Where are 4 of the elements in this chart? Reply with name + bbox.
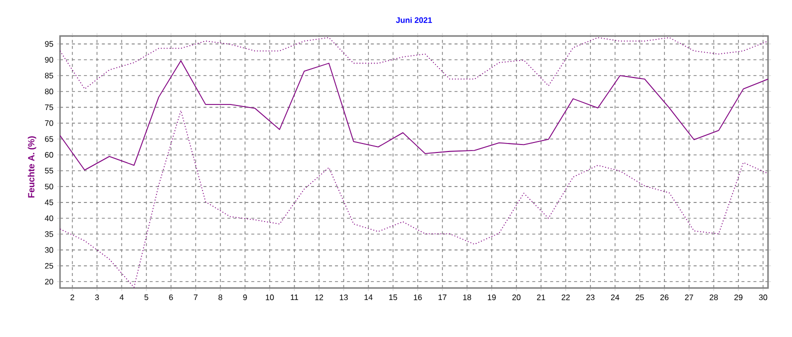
line-series xyxy=(60,110,768,288)
line-series xyxy=(60,37,768,90)
line-series xyxy=(60,60,768,171)
y-axis-title: Feuchte A. (%) xyxy=(28,136,36,198)
